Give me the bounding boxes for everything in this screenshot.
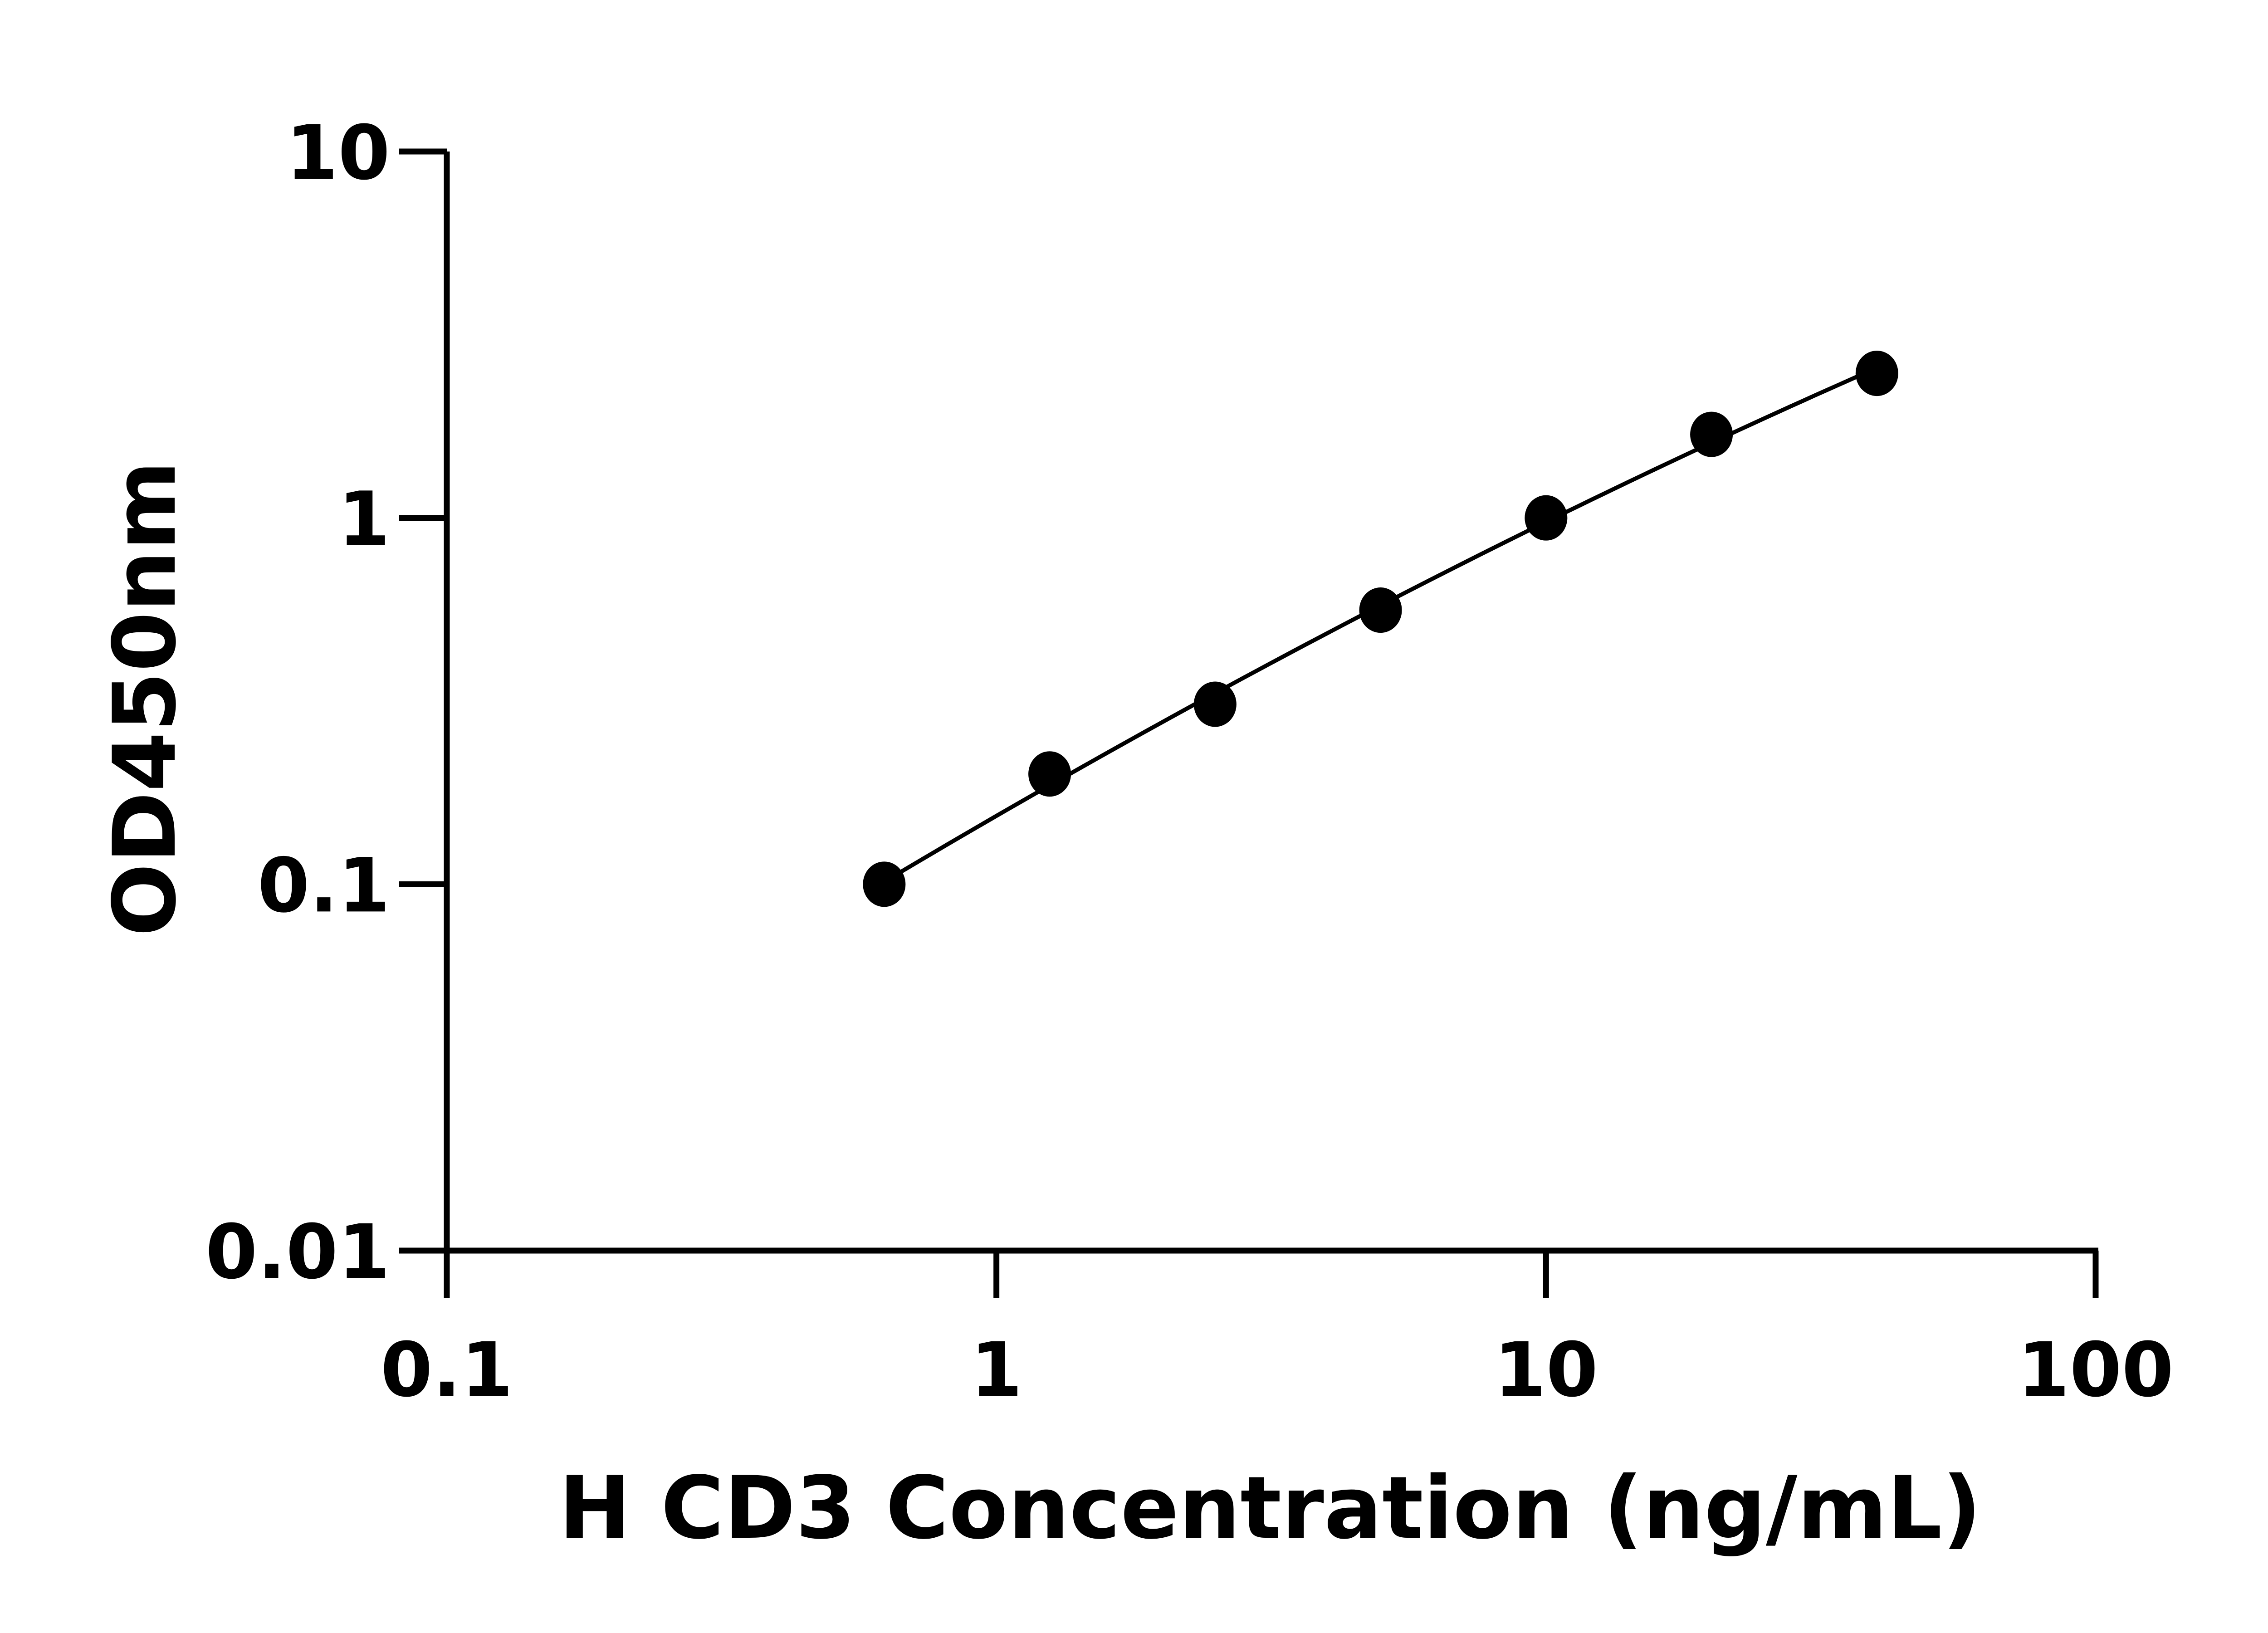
y-tick-label: 10 [286,109,390,196]
data-point [1193,681,1237,727]
x-tick-label: 0.1 [381,1326,513,1413]
data-point [1359,587,1402,633]
x-axis-label: H CD3 Concentration (ng/mL) [559,1458,1982,1558]
x-tick-label: 10 [1494,1326,1598,1413]
data-point [1855,351,1898,396]
y-tick-label: 1 [338,476,390,563]
axes [444,152,2098,1254]
data-point [1525,495,1568,541]
data-points [863,351,1898,907]
y-tick-label: 0.1 [258,842,390,929]
x-tick-label: 100 [2018,1326,2174,1413]
data-point [1028,751,1071,797]
data-point [1690,411,1733,457]
y-axis-label: OD450nm [95,460,195,936]
x-tick-label: 1 [970,1326,1022,1413]
data-point [863,861,906,907]
y-tick-label: 0.01 [205,1208,390,1296]
ticks: 0.1 1 10 100 0.01 0.1 1 10 [205,109,2174,1413]
